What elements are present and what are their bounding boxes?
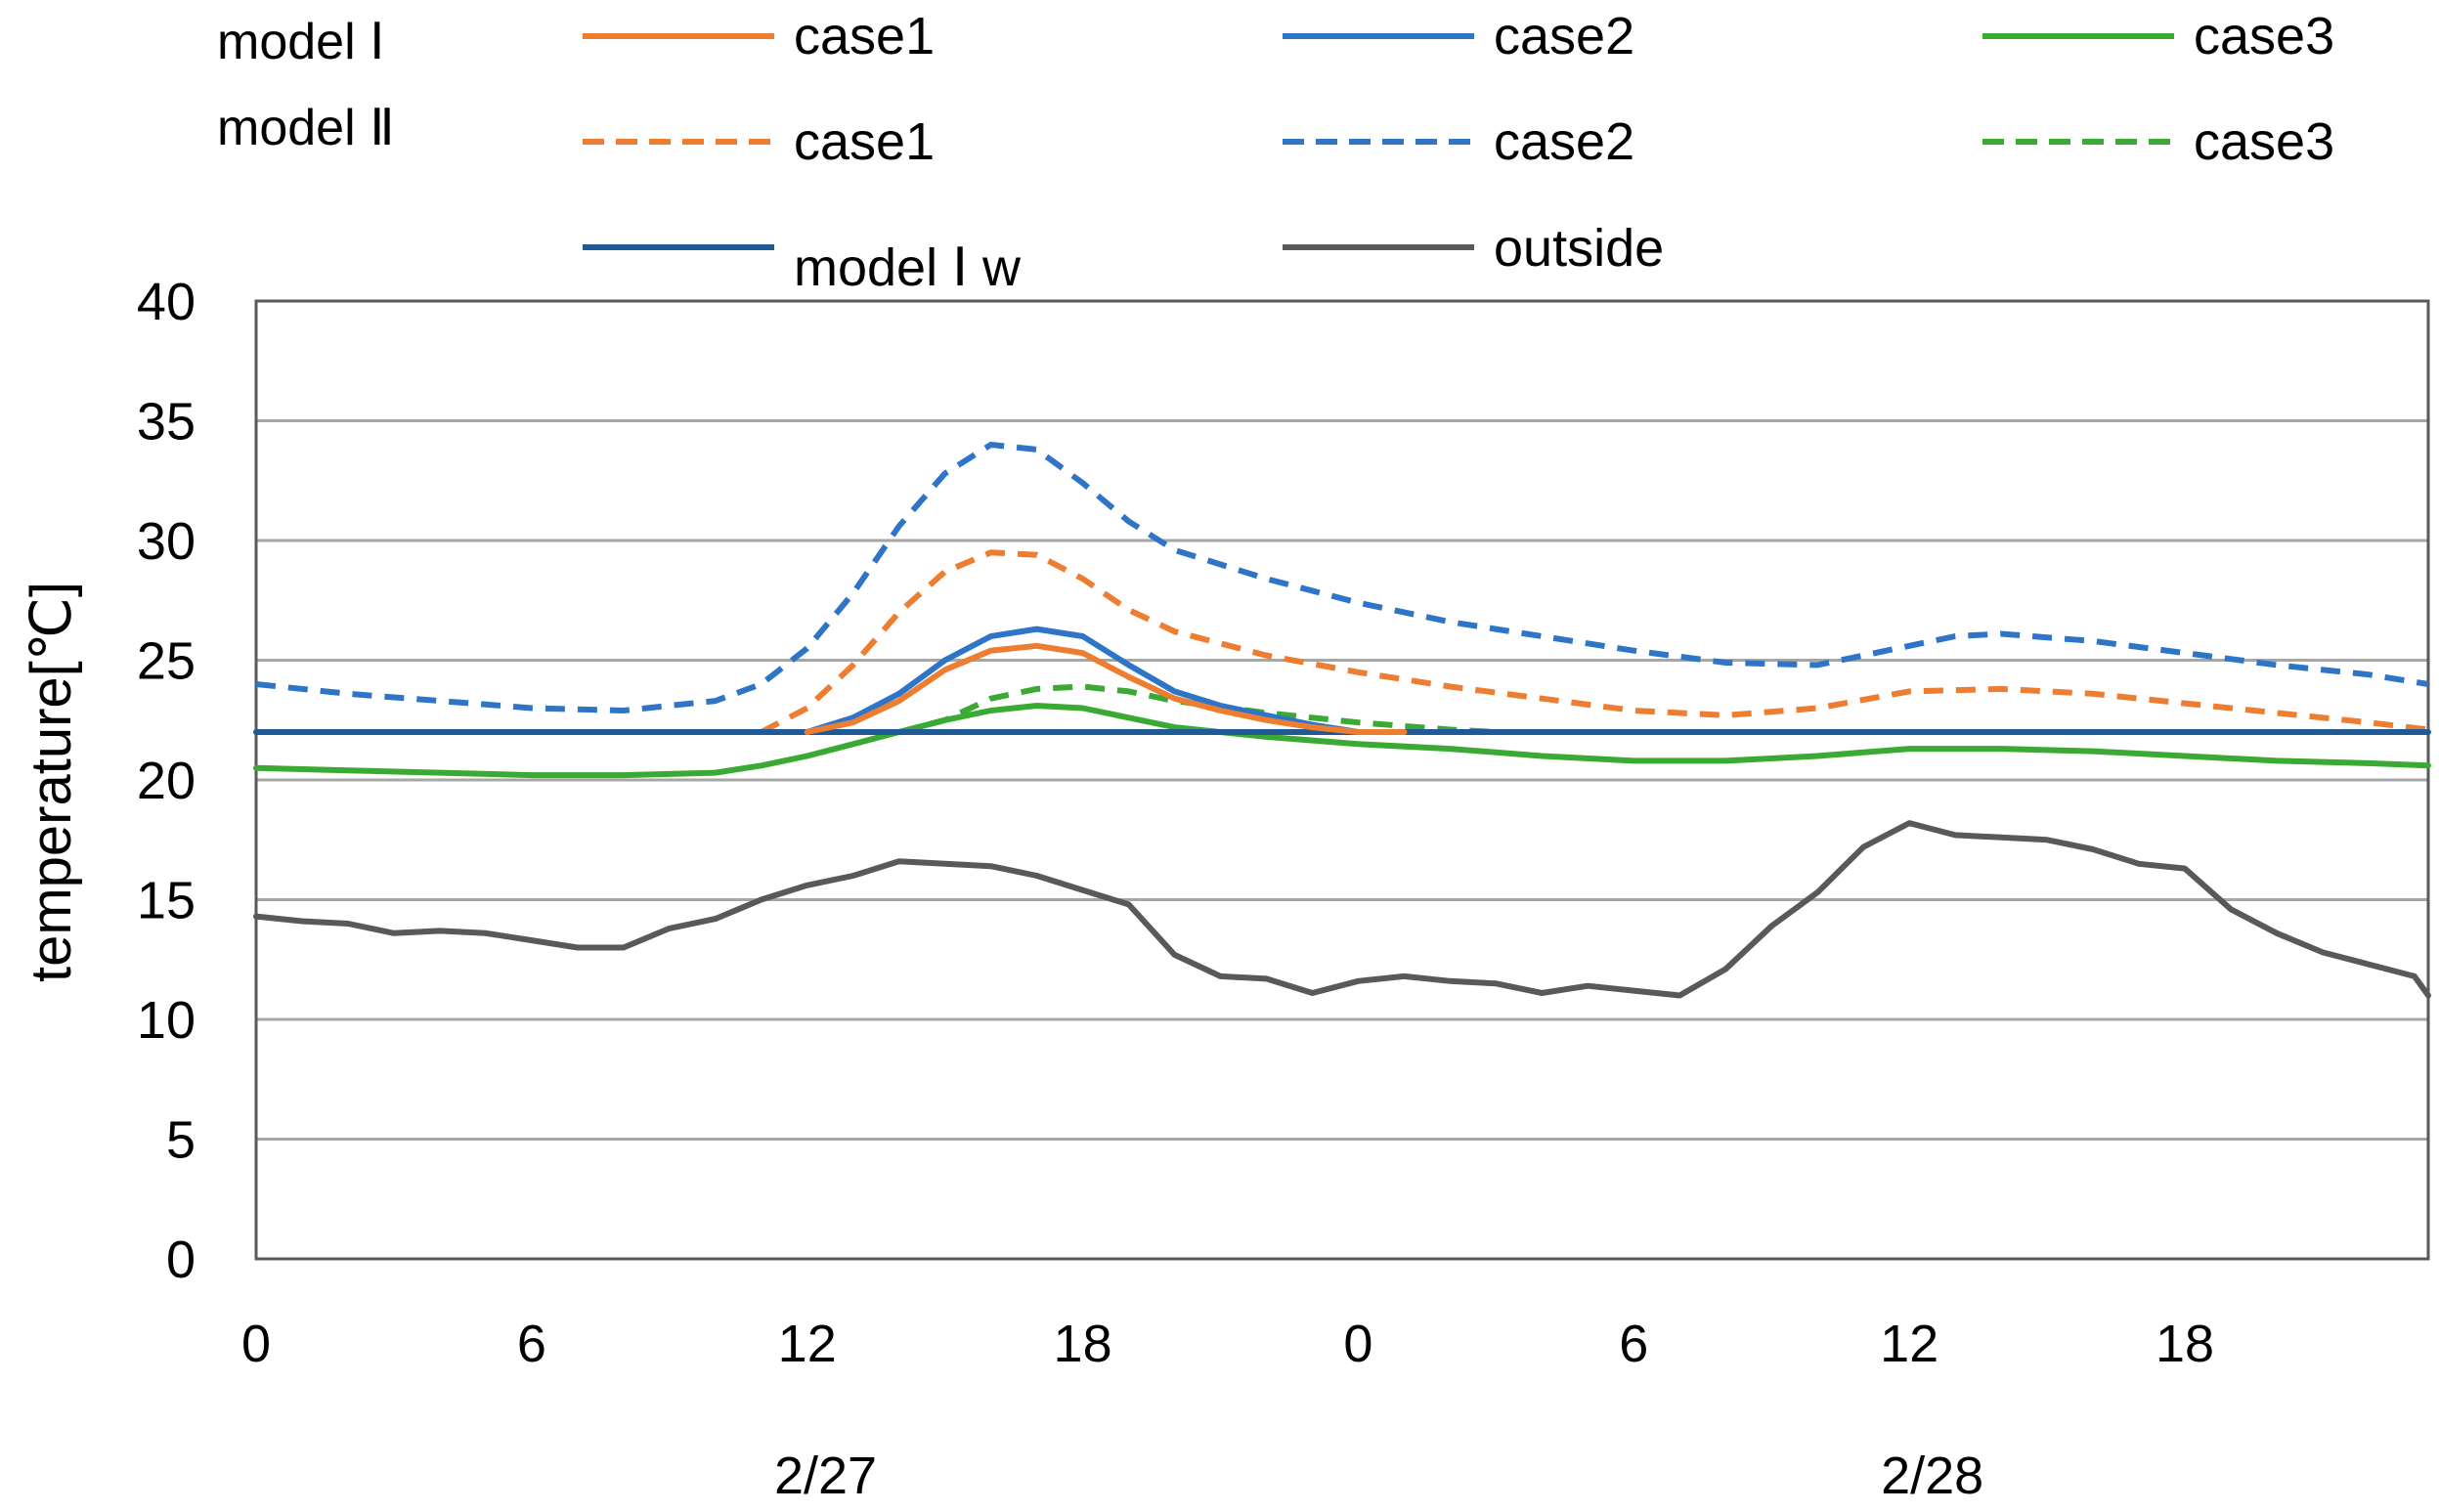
- legend-label-model2-case3: case3: [2194, 112, 2334, 171]
- y-tick-label: 0: [166, 1231, 196, 1289]
- x-tick-label: 6: [517, 1315, 546, 1373]
- y-axis-title: temperature[℃]: [20, 582, 83, 982]
- y-tick-label: 10: [137, 991, 196, 1050]
- legend-label-model2-case2: case2: [1494, 112, 1634, 171]
- series-line-model-case3: [897, 683, 1497, 735]
- legend-row-label-model2: model Ⅱ: [217, 100, 395, 156]
- y-tick-labels: 0 5 10 15 20 25 30 35 40: [137, 273, 196, 1289]
- x-tick-label: 0: [1343, 1315, 1372, 1373]
- y-tick-label: 35: [137, 393, 196, 452]
- date-label: 2/27: [774, 1447, 877, 1505]
- y-tick-label: 5: [166, 1111, 196, 1170]
- x-tick-label: 6: [1619, 1315, 1648, 1373]
- x-tick-label: 0: [241, 1315, 271, 1373]
- legend-row-label-model1: model Ⅰ: [217, 14, 384, 70]
- x-tick-labels: 0 6 12 18 0 6 12 18: [241, 1315, 2214, 1373]
- series-line-model-case1: [760, 549, 2429, 735]
- series-line-model-case3: [253, 703, 2431, 779]
- y-tick-label: 40: [137, 273, 196, 331]
- series-lines: [253, 442, 2431, 999]
- legend-label-outside: outside: [1494, 219, 1664, 278]
- legend-label-model1-case3: case3: [2194, 7, 2334, 65]
- gridlines: [256, 419, 2428, 1141]
- x-tick-label: 18: [2156, 1315, 2214, 1373]
- legend: model Ⅰ model Ⅱ case1 case2 case3 case1 …: [217, 7, 2334, 297]
- y-tick-label: 25: [137, 632, 196, 691]
- legend-label-model1-w: model Ⅰ w: [794, 238, 1022, 297]
- x-tick-label: 12: [778, 1315, 837, 1373]
- x-tick-label: 18: [1054, 1315, 1112, 1373]
- legend-label-model2-case1: case1: [794, 112, 935, 171]
- y-tick-label: 15: [137, 872, 196, 930]
- y-tick-label: 20: [137, 752, 196, 810]
- date-labels: 2/27 2/28: [774, 1447, 1983, 1505]
- series-line-outside: [253, 820, 2431, 999]
- series-line-model-case1: [804, 642, 1408, 735]
- date-label: 2/28: [1881, 1447, 1983, 1505]
- y-tick-label: 30: [137, 512, 196, 571]
- plot-area-border: [254, 299, 2430, 1261]
- legend-label-model1-case2: case2: [1494, 7, 1634, 65]
- legend-label-model1-case1: case1: [794, 7, 935, 65]
- series-line-model-case2: [255, 442, 2429, 713]
- x-tick-label: 12: [1880, 1315, 1938, 1373]
